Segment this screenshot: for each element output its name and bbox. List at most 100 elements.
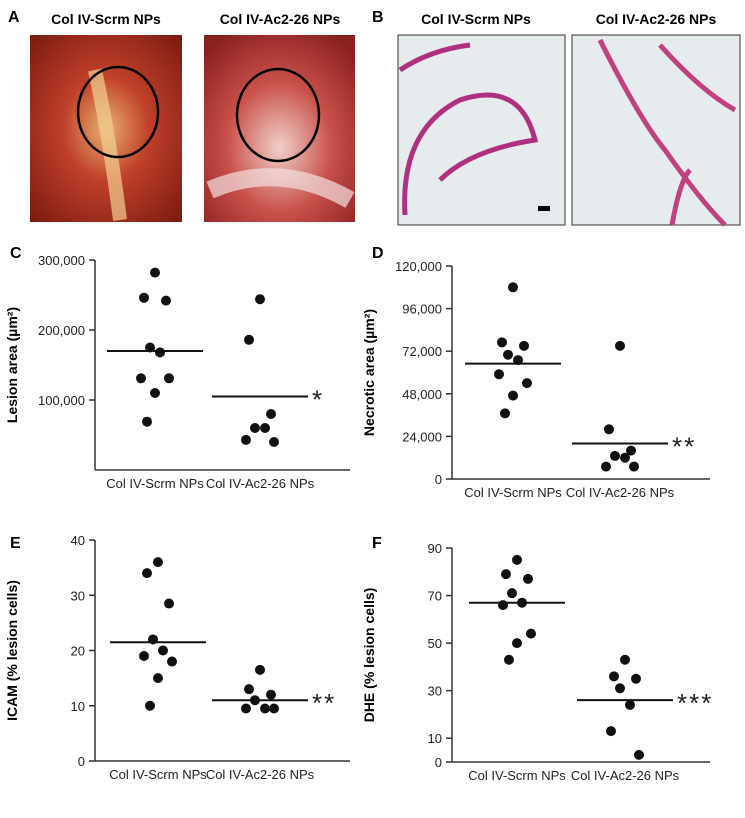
y-tick-label: 10 [71, 699, 85, 714]
dot [519, 340, 529, 351]
dot [604, 424, 614, 435]
y-tick-label: 50 [428, 636, 442, 651]
dot [269, 703, 279, 714]
dot [161, 295, 171, 306]
dot [615, 683, 625, 694]
y-tick-label: 70 [428, 589, 442, 604]
y-axis-label: Lesion area (µm²) [4, 307, 20, 423]
y-tick-label: 0 [78, 754, 85, 769]
dot [523, 573, 533, 584]
scale-bar [538, 206, 550, 211]
dot [503, 349, 513, 360]
panel-letter: B [372, 9, 384, 26]
dot [150, 267, 160, 278]
dot [266, 409, 276, 419]
x-tick-label: Col IV-Ac2-26 NPs [205, 476, 315, 491]
x-tick-label: Col IV-Ac2-26 NPs [570, 768, 680, 783]
dot [145, 700, 155, 711]
dot [255, 294, 265, 305]
significance: * [312, 385, 324, 415]
x-tick-label: Col IV-Scrm NPs [468, 768, 566, 783]
dot [255, 664, 265, 675]
dot [241, 703, 251, 714]
dot [626, 445, 636, 456]
y-tick-label: 24,000 [402, 429, 442, 444]
tissue [597, 38, 737, 227]
x-tick-label: Col IV-Scrm NPs [464, 485, 562, 500]
x-tick-label-box: Col IV-Ac2-26 NPs [205, 767, 315, 782]
y-tick-label: 0 [435, 755, 442, 770]
dot [164, 598, 174, 609]
dot [139, 651, 149, 662]
dot [512, 554, 522, 565]
dot [501, 569, 511, 580]
x-tick-label: Col IV-Scrm NPs [109, 767, 207, 782]
photo-title: Col IV-Scrm NPs [51, 11, 161, 27]
dot [241, 434, 251, 445]
dot [260, 703, 270, 714]
photo-title: Col IV-Ac2-26 NPs [596, 11, 717, 27]
dot [504, 654, 514, 665]
panel-letter: F [372, 535, 382, 552]
dot [244, 684, 254, 695]
x-tick-label-box: Col IV-Scrm NPs [468, 768, 566, 783]
y-tick-label: 100,000 [38, 393, 85, 408]
dot [260, 423, 270, 433]
photo [571, 34, 741, 226]
x-tick-label-box: Col IV-Ac2-26 NPs [570, 768, 680, 783]
dot [508, 390, 518, 401]
x-tick-label-box: Col IV-Scrm NPs [109, 767, 207, 782]
x-tick-label-box: Col IV-Scrm NPs [464, 485, 562, 500]
dot [136, 373, 146, 384]
circle [235, 67, 321, 163]
dot [498, 600, 508, 611]
dot [150, 388, 160, 398]
vessel [206, 168, 355, 208]
panel-letter: A [8, 9, 20, 26]
y-tick-label: 20 [71, 644, 85, 659]
dot [250, 423, 260, 433]
tissue [398, 42, 539, 216]
y-axis-label: DHE (% lesion cells) [361, 588, 377, 723]
dot [629, 461, 639, 472]
significance: *** [677, 688, 713, 718]
dot [167, 656, 177, 667]
dot [269, 437, 279, 447]
dot [158, 645, 168, 656]
y-tick-label: 40 [71, 533, 85, 548]
dot [507, 588, 517, 599]
dot [634, 749, 644, 760]
dot [153, 673, 163, 684]
dot [494, 369, 504, 380]
panel-letter: E [10, 535, 21, 552]
dot [625, 699, 635, 710]
y-axis-label: Necrotic area (µm²) [361, 309, 377, 436]
y-tick-label: 120,000 [395, 259, 442, 274]
dot [244, 334, 254, 345]
y-tick-label: 96,000 [402, 302, 442, 317]
dot [620, 452, 630, 463]
dot [142, 416, 152, 427]
y-tick-label: 30 [71, 588, 85, 603]
y-axis-label: ICAM (% lesion cells) [4, 580, 20, 721]
x-tick-label: Col IV-Scrm NPs [106, 476, 204, 491]
dot [512, 638, 522, 649]
dot [609, 671, 619, 682]
y-tick-label: 200,000 [38, 323, 85, 338]
dot [620, 654, 630, 665]
panel-letter: D [372, 245, 384, 262]
dot [610, 450, 620, 461]
dot [631, 673, 641, 684]
x-tick-label-box: Col IV-Ac2-26 NPs [565, 485, 675, 500]
dot [142, 568, 152, 579]
significance: ** [672, 432, 696, 462]
x-tick-label: Col IV-Ac2-26 NPs [205, 767, 315, 782]
x-tick-label: Col IV-Ac2-26 NPs [565, 485, 675, 500]
dot [153, 557, 163, 568]
y-tick-label: 90 [428, 541, 442, 556]
vessel [88, 68, 127, 221]
dot [139, 292, 149, 303]
x-tick-label-box: Col IV-Ac2-26 NPs [205, 476, 315, 491]
dot [601, 461, 611, 472]
significance: ** [312, 688, 336, 718]
